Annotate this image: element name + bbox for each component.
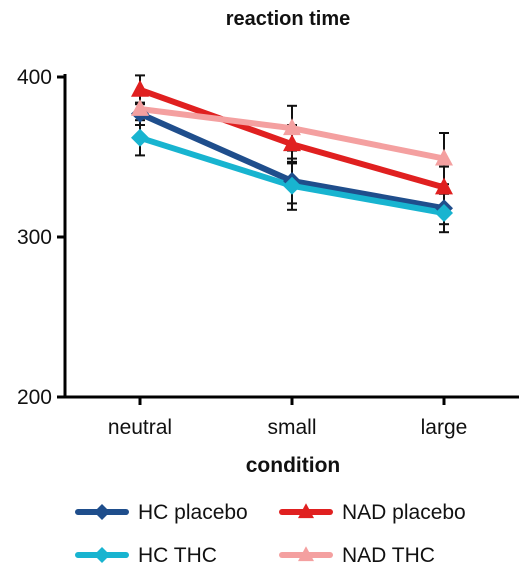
data-point-nad-thc-small — [283, 118, 301, 136]
legend-label-hc-thc: HC THC — [138, 544, 217, 567]
x-tick-label-neutral: neutral — [108, 416, 172, 439]
legend-label-nad-placebo: NAD placebo — [342, 501, 466, 524]
legend-label-hc-placebo: HC placebo — [138, 501, 248, 524]
legend-label-nad-thc: NAD THC — [342, 544, 435, 567]
legend-item-hc-placebo: HC placebo — [75, 501, 248, 524]
series-markers — [131, 79, 453, 222]
legend: HC placebo HC THC NAD placebo NAD THC — [75, 501, 466, 567]
y-tick-label: 300 — [17, 226, 52, 249]
data-point-nad-placebo-large — [435, 177, 453, 195]
legend-swatch-marker — [298, 503, 314, 519]
x-axis-title: condition — [246, 454, 340, 477]
data-point-nad-placebo-small — [283, 134, 301, 152]
legend-item-hc-thc: HC THC — [75, 544, 217, 567]
data-point-nad-thc-large — [435, 148, 453, 166]
data-point-hc-thc-large — [435, 204, 453, 222]
chart-title: reaction time — [226, 8, 350, 30]
legend-item-nad-thc: NAD THC — [279, 544, 435, 567]
legend-item-nad-placebo: NAD placebo — [279, 501, 466, 524]
data-point-nad-placebo-neutral — [131, 79, 149, 97]
data-point-hc-thc-small — [283, 176, 301, 195]
axes: 200 300 400 neutral small large — [17, 66, 519, 439]
data-point-hc-thc-neutral — [131, 128, 149, 147]
data-point-nad-thc-neutral — [131, 99, 149, 116]
x-tick-label-small: small — [267, 416, 316, 439]
y-tick-label: 400 — [17, 66, 52, 89]
legend-swatch-marker — [94, 504, 110, 520]
x-tick-label-large: large — [421, 416, 468, 439]
legend-swatch-marker — [94, 547, 110, 563]
legend-swatch-marker — [298, 546, 314, 562]
y-tick-label: 200 — [17, 386, 52, 409]
